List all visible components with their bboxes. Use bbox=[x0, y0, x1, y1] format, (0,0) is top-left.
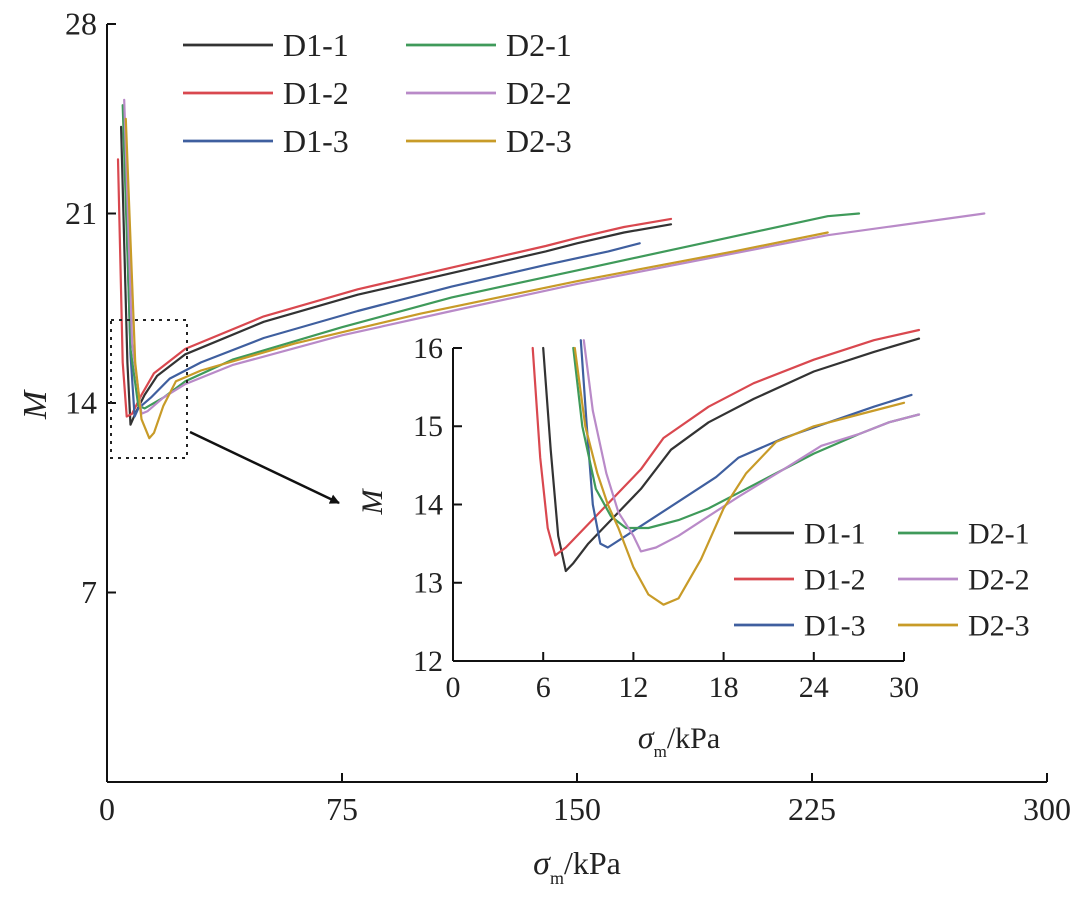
inset-series-line-d1-3 bbox=[579, 339, 913, 549]
main-x-axis-unit: /kPa bbox=[564, 845, 621, 881]
main-x-tick-label: 0 bbox=[99, 791, 115, 827]
inset-series-line-d1-1 bbox=[542, 337, 921, 573]
main-x-tick-label: 150 bbox=[553, 791, 601, 827]
inset-x-tick-label: 0 bbox=[446, 671, 461, 704]
main-legend-label: D2-1 bbox=[506, 27, 572, 63]
main-y-tick-label: 7 bbox=[81, 574, 97, 610]
main-x-axis-label: σm/kPa bbox=[533, 845, 621, 888]
main-series-line-d1-2 bbox=[116, 158, 673, 418]
inset-y-tick-label: 15 bbox=[413, 410, 443, 443]
inset-legend-item-d1-3: D1-3 bbox=[734, 610, 866, 643]
main-y-tick-label: 14 bbox=[65, 385, 97, 421]
inset-x-tick-label: 18 bbox=[709, 671, 739, 704]
main-x-tick-label: 75 bbox=[326, 791, 358, 827]
main-series-line-d2-3 bbox=[124, 117, 829, 440]
inset-series-line-d1-2 bbox=[531, 328, 921, 557]
main-legend-label: D1-3 bbox=[283, 123, 349, 159]
inset-legend-label: D1-2 bbox=[804, 564, 866, 597]
main-x-ticks: 0 75 150 225 300 bbox=[99, 773, 1071, 827]
zoom-region-box bbox=[110, 319, 188, 459]
inset-legend-item-d2-3: D2-3 bbox=[898, 610, 1030, 643]
main-legend-item-d2-1: D2-1 bbox=[406, 27, 572, 63]
inset-x-axis-label: σm/kPa bbox=[638, 719, 720, 761]
inset-y-tick-label: 14 bbox=[413, 488, 443, 521]
inset-series-line-d2-1 bbox=[572, 346, 921, 530]
main-series-line-d2-1 bbox=[121, 104, 861, 410]
main-legend-item-d1-3: D1-3 bbox=[183, 123, 349, 159]
inset-x-axis-unit: /kPa bbox=[667, 722, 720, 755]
inset-series-lines bbox=[531, 328, 921, 606]
inset-y-ticks: 12 13 14 15 16 bbox=[413, 332, 462, 678]
main-legend-label: D2-2 bbox=[506, 75, 572, 111]
main-series-line-d1-3 bbox=[123, 131, 641, 418]
inset-x-axis-symbol: σ bbox=[638, 719, 655, 755]
main-legend-label: D1-1 bbox=[283, 27, 349, 63]
inset-legend-item-d1-1: D1-1 bbox=[734, 518, 866, 551]
main-legend-item-d1-1: D1-1 bbox=[183, 27, 349, 63]
inset-legend-item-d2-2: D2-2 bbox=[898, 564, 1030, 597]
inset-x-axis-subscript: m bbox=[654, 742, 667, 761]
main-legend-item-d1-2: D1-2 bbox=[183, 75, 349, 111]
inset-x-tick-label: 24 bbox=[799, 671, 829, 704]
main-y-tick-label: 28 bbox=[65, 6, 97, 42]
main-y-ticks: 7 14 21 28 bbox=[65, 6, 116, 610]
inset-legend-label: D1-1 bbox=[804, 518, 866, 551]
inset-series-line-d2-3 bbox=[573, 346, 906, 606]
main-x-tick-label: 300 bbox=[1023, 791, 1071, 827]
main-legend-label: D2-3 bbox=[506, 123, 572, 159]
inset-y-tick-label: 12 bbox=[413, 645, 443, 678]
inset-y-tick-label: 16 bbox=[413, 332, 443, 365]
main-axes bbox=[106, 24, 1047, 783]
main-y-tick-label: 21 bbox=[65, 195, 97, 231]
main-legend: D1-1 D2-1 D1-2 D2-2 D1-3 D2-3 bbox=[183, 27, 572, 159]
main-series-line-d1-1 bbox=[120, 125, 673, 426]
inset-legend-item-d1-2: D1-2 bbox=[734, 564, 866, 597]
main-legend-item-d2-3: D2-3 bbox=[406, 123, 572, 159]
inset-x-tick-label: 30 bbox=[889, 671, 919, 704]
inset-legend-label: D1-3 bbox=[804, 610, 866, 643]
main-y-axis-label: M bbox=[17, 389, 54, 420]
main-legend-item-d2-2: D2-2 bbox=[406, 75, 572, 111]
main-x-axis-symbol: σ bbox=[533, 845, 551, 882]
inset-series-line-d2-2 bbox=[582, 339, 921, 553]
inset-x-tick-label: 6 bbox=[536, 671, 551, 704]
inset-y-axis-label: M bbox=[356, 488, 389, 516]
main-series-lines bbox=[116, 98, 986, 440]
inset-x-ticks: 0 6 12 18 24 30 bbox=[446, 652, 919, 704]
inset-legend-label: D2-1 bbox=[968, 518, 1030, 551]
main-x-axis-subscript: m bbox=[550, 868, 564, 888]
main-x-tick-label: 225 bbox=[788, 791, 836, 827]
inset-legend-label: D2-3 bbox=[968, 610, 1030, 643]
inset-legend-label: D2-2 bbox=[968, 564, 1030, 597]
inset-x-tick-label: 12 bbox=[618, 671, 648, 704]
zoom-arrow bbox=[189, 430, 340, 505]
inset-legend: D1-1 D2-1 D1-2 D2-2 D1-3 D2-3 bbox=[734, 518, 1030, 643]
inset-y-tick-label: 13 bbox=[413, 567, 443, 600]
main-legend-label: D1-2 bbox=[283, 75, 349, 111]
inset-legend-item-d2-1: D2-1 bbox=[898, 518, 1030, 551]
